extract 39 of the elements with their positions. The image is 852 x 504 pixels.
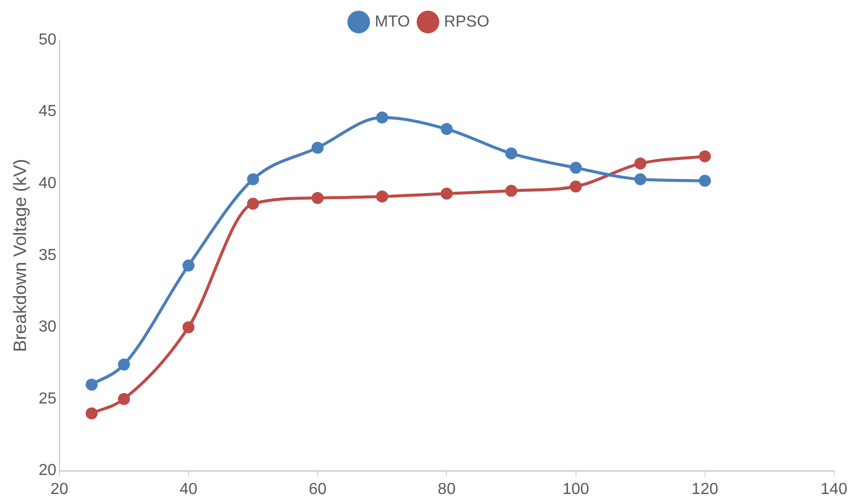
x-tick-label: 140 bbox=[820, 480, 848, 498]
point bbox=[376, 190, 388, 203]
point bbox=[376, 112, 388, 124]
x-tick-label: 100 bbox=[562, 480, 590, 498]
y-tick-label: 45 bbox=[38, 103, 56, 120]
legend-label: RPSO bbox=[444, 13, 490, 30]
point bbox=[634, 157, 646, 170]
y-tick-label: 30 bbox=[38, 318, 56, 336]
point bbox=[505, 184, 518, 197]
point bbox=[312, 142, 324, 154]
point bbox=[440, 123, 453, 136]
point bbox=[698, 174, 711, 187]
point bbox=[86, 378, 98, 391]
point bbox=[634, 173, 646, 186]
point bbox=[312, 192, 324, 204]
y-tick-label: 20 bbox=[38, 462, 56, 480]
point bbox=[698, 150, 711, 162]
legend-label: MTO bbox=[374, 13, 410, 30]
point bbox=[570, 162, 582, 174]
y-tick-label: 35 bbox=[38, 246, 56, 264]
x-tick-label: 60 bbox=[308, 480, 327, 498]
y-tick-label: 40 bbox=[38, 175, 56, 192]
point bbox=[182, 259, 194, 272]
point bbox=[118, 393, 130, 405]
x-tick-label: 80 bbox=[438, 480, 456, 498]
y-axis-title: Breakdown Voltage (kV) bbox=[10, 158, 30, 352]
point bbox=[182, 321, 194, 334]
point bbox=[247, 198, 260, 210]
point bbox=[505, 147, 518, 160]
point bbox=[440, 188, 453, 200]
x-tick-label: 40 bbox=[180, 480, 198, 498]
point bbox=[570, 180, 582, 192]
y-tick-label: 25 bbox=[38, 390, 56, 408]
point bbox=[86, 407, 98, 420]
x-tick-label: 20 bbox=[50, 480, 68, 498]
y-tick-label: 50 bbox=[38, 31, 56, 48]
point bbox=[247, 173, 260, 186]
point bbox=[118, 358, 130, 371]
x-tick-label: 120 bbox=[692, 480, 718, 498]
